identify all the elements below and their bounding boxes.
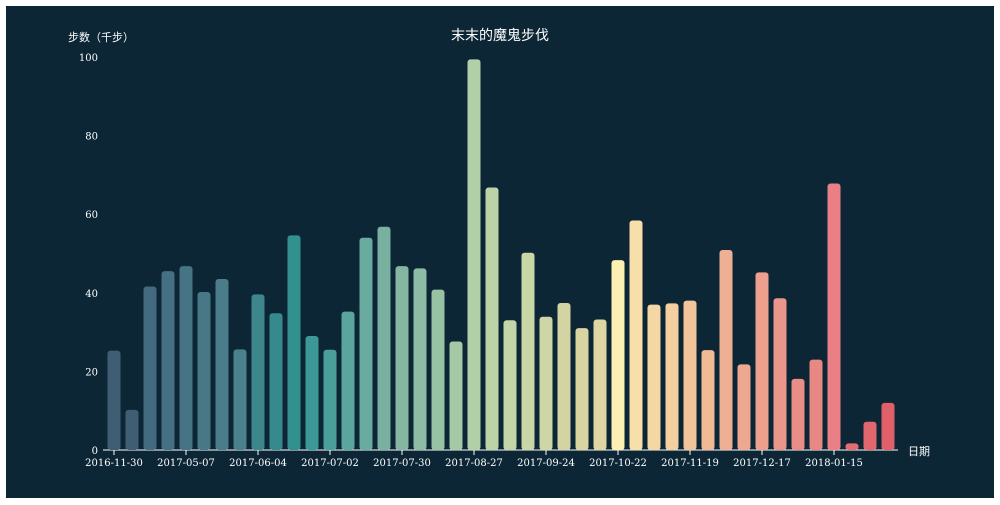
bar xyxy=(341,311,355,450)
bar xyxy=(413,268,427,450)
bar xyxy=(521,252,535,450)
x-tick-label: 2017-11-19 xyxy=(661,458,719,469)
x-tick-label: 2017-07-02 xyxy=(301,458,359,469)
x-tick-label: 2017-12-17 xyxy=(733,458,791,469)
y-tick-label: 40 xyxy=(85,289,98,300)
bar xyxy=(881,402,895,450)
bar xyxy=(161,271,175,450)
x-tick-label: 2017-10-22 xyxy=(589,458,647,469)
bar xyxy=(557,303,571,450)
bar xyxy=(107,350,121,450)
y-axis-label: 步数（千步） xyxy=(68,31,134,44)
x-tick-label: 2017-08-27 xyxy=(445,458,503,469)
bar xyxy=(827,183,841,450)
bar xyxy=(701,350,715,450)
x-tick-label: 2018-01-15 xyxy=(805,458,863,469)
x-tick-label: 2017-06-04 xyxy=(229,458,287,469)
y-tick-label: 80 xyxy=(85,132,98,143)
x-tick-label: 2017-09-24 xyxy=(517,458,575,469)
bar xyxy=(845,443,859,450)
bar xyxy=(431,289,445,450)
bar xyxy=(377,226,391,450)
x-tick-label: 2016-11-30 xyxy=(85,458,143,469)
x-axis-label: 日期 xyxy=(908,445,930,458)
bar xyxy=(737,364,751,450)
bar xyxy=(143,286,157,450)
bar xyxy=(251,294,265,450)
bar xyxy=(575,328,589,450)
y-axis-ticks: 0 20 40 60 80 100 xyxy=(79,53,98,457)
bar xyxy=(287,235,301,450)
bar xyxy=(125,409,139,450)
y-tick-label: 100 xyxy=(79,53,98,64)
bar xyxy=(863,421,877,450)
chart-title: 末末的魔鬼步伐 xyxy=(451,28,549,44)
bar xyxy=(503,320,517,450)
x-tick-label: 2017-07-30 xyxy=(373,458,431,469)
bar xyxy=(647,304,661,450)
bar xyxy=(683,300,697,450)
bars xyxy=(107,59,895,450)
bar xyxy=(755,272,769,450)
x-tick-label: 2017-05-07 xyxy=(157,458,215,469)
bar xyxy=(665,303,679,450)
bar xyxy=(197,292,211,450)
bar xyxy=(809,359,823,450)
bar xyxy=(629,220,643,450)
bar xyxy=(323,349,337,450)
bar xyxy=(269,313,283,450)
bar xyxy=(773,298,787,450)
bar xyxy=(719,249,733,450)
bar xyxy=(179,266,193,450)
bar xyxy=(215,279,229,450)
bar xyxy=(539,316,553,450)
bar xyxy=(791,378,805,450)
bar xyxy=(233,349,247,450)
bar xyxy=(611,260,625,450)
x-axis-ticks: 2016-11-30 2017-05-07 2017-06-04 2017-07-02… xyxy=(85,450,863,469)
bar xyxy=(593,319,607,450)
bar xyxy=(359,237,373,450)
bar xyxy=(467,59,481,450)
y-tick-label: 0 xyxy=(92,446,98,457)
bar xyxy=(449,341,463,450)
bar xyxy=(485,187,499,450)
y-tick-label: 60 xyxy=(85,210,98,221)
bar xyxy=(395,266,409,450)
bar xyxy=(305,336,319,450)
y-tick-label: 20 xyxy=(85,367,98,378)
